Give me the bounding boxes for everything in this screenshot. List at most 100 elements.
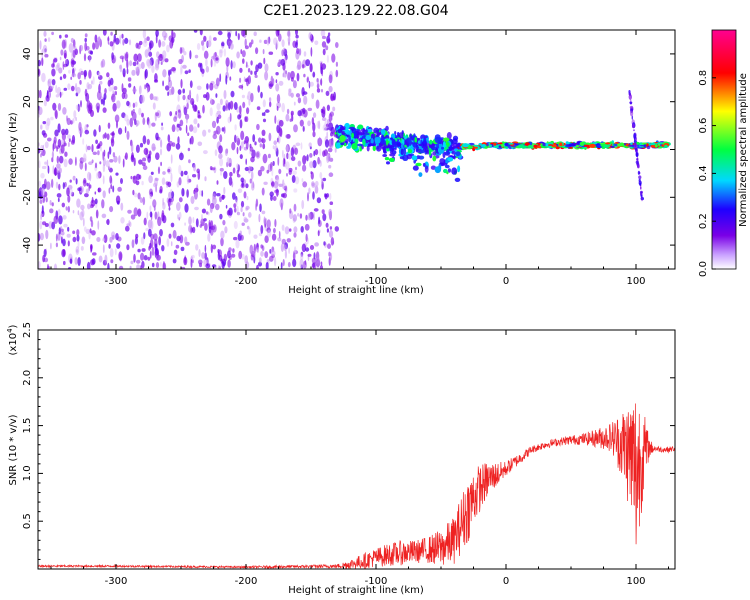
- spectrogram-cell: [157, 216, 162, 227]
- spectrogram-cell: [225, 75, 228, 85]
- spectrogram-cell: [293, 246, 297, 255]
- spectrogram-cell: [62, 107, 67, 115]
- spectrogram-cell: [246, 225, 250, 230]
- spectrogram-cell: [645, 144, 649, 147]
- spectrogram-cell: [115, 233, 119, 241]
- spectrogram-cell: [518, 144, 525, 148]
- spectrogram-cell: [278, 230, 281, 239]
- spectrogram-cell: [146, 211, 149, 220]
- spectrogram-cell: [84, 162, 87, 172]
- spectrogram-cell: [364, 129, 368, 134]
- spectrogram-cell: [322, 177, 327, 182]
- spectrogram-cell: [548, 144, 554, 146]
- spectrogram-cell: [274, 189, 279, 194]
- spectrogram-cell: [208, 35, 212, 43]
- spectrogram-cell: [133, 53, 138, 62]
- x-tick-label: -100: [365, 576, 388, 587]
- spectrogram-cell: [504, 142, 508, 147]
- spectrogram-cell: [202, 129, 207, 137]
- spectrogram-cell: [180, 66, 182, 76]
- spectrogram-cell: [58, 67, 63, 74]
- spectrogram-cell: [178, 177, 182, 186]
- spectrogram-cell: [372, 145, 376, 152]
- spectrogram-cell: [635, 160, 639, 164]
- spectrogram-cell: [158, 39, 162, 48]
- spectrogram-cell: [116, 243, 121, 249]
- spectrogram-cell: [74, 257, 78, 265]
- spectrogram-cell: [64, 128, 69, 135]
- spectrogram-cell: [101, 213, 107, 219]
- spectrogram-cell: [141, 112, 144, 118]
- spectrogram-cell: [272, 161, 275, 166]
- spectrogram-cell: [302, 107, 306, 115]
- spectrogram-cell: [142, 196, 146, 206]
- x-tick-label: 0: [503, 576, 509, 587]
- spectrogram-cell: [403, 147, 407, 156]
- spectrogram-cell: [98, 255, 103, 263]
- spectrogram-cell: [85, 144, 88, 153]
- spectrogram-cell: [629, 105, 634, 109]
- spectrogram-cell: [211, 120, 217, 129]
- spectrogram-cell: [297, 160, 302, 167]
- spectrogram-cell: [135, 42, 139, 49]
- spectrogram-cell: [169, 111, 173, 117]
- spectrogram-cell: [382, 154, 388, 157]
- spectrogram-cell: [329, 139, 334, 149]
- spectrogram-cell: [278, 33, 282, 42]
- spectrogram-cell: [321, 41, 327, 48]
- spectrogram-cell: [290, 70, 295, 80]
- spectrogram-cell: [135, 66, 139, 72]
- spectrogram-cell: [38, 180, 42, 188]
- spectrogram-cell: [253, 31, 257, 37]
- spectrogram-cell: [324, 193, 328, 200]
- spectrogram-cell: [418, 172, 423, 178]
- spectrogram-cell: [151, 122, 156, 127]
- spectrogram-cell: [171, 142, 176, 147]
- spectrogram-cell: [309, 62, 313, 72]
- spectrogram-cell: [38, 59, 41, 67]
- spectrogram-cell: [205, 263, 210, 269]
- spectrogram-cell: [170, 199, 173, 206]
- spectrogram-cell: [457, 165, 461, 173]
- spectrogram-cell: [103, 93, 107, 100]
- spectrogram-cell: [166, 238, 170, 247]
- y-tick-label: 0.5: [22, 513, 33, 529]
- spectrogram-cell: [240, 49, 243, 55]
- spectrogram-cell: [143, 255, 148, 261]
- spectrogram-cell: [153, 182, 158, 188]
- spectrogram-cell: [96, 90, 102, 101]
- spectrogram-cell: [314, 242, 319, 247]
- spectrogram-cell: [133, 157, 136, 167]
- spectrogram-cell: [275, 83, 280, 92]
- spectrogram-cell: [316, 197, 322, 204]
- spectrogram-cell: [59, 76, 63, 81]
- spectrogram-cell: [178, 197, 183, 203]
- spectrogram-cell: [102, 134, 105, 139]
- spectrogram-cell: [268, 97, 272, 102]
- spectrogram-cell: [214, 149, 218, 157]
- spectrogram-cell: [226, 157, 230, 165]
- spectrogram-cell: [68, 142, 70, 147]
- spectrogram-cell: [639, 145, 646, 147]
- spectrogram-cell: [297, 60, 302, 70]
- spectrogram-cell: [92, 151, 98, 155]
- spectrogram-cell: [148, 150, 152, 156]
- spectrogram-cell: [267, 153, 271, 159]
- spectrogram-cell: [565, 141, 569, 145]
- spectrogram-cell: [329, 193, 332, 200]
- spectrogram-cell: [396, 142, 402, 147]
- spectrogram-cell: [53, 139, 57, 150]
- spectrogram-cell: [43, 30, 47, 37]
- spectrogram-cell: [249, 247, 254, 255]
- spectrogram-cell: [102, 30, 107, 36]
- spectrogram-cell: [444, 164, 450, 169]
- colorbar-tick-label: 0.8: [698, 70, 709, 86]
- spectrogram-cell: [205, 58, 208, 67]
- spectrogram-cell: [127, 77, 132, 82]
- spectrogram-cell: [300, 226, 304, 233]
- spectrogram-cell: [97, 220, 100, 230]
- spectrogram-cell: [255, 203, 257, 211]
- spectrogram-cell: [103, 149, 106, 157]
- spectrogram-cell: [236, 211, 241, 216]
- spectrogram-cell: [90, 219, 94, 228]
